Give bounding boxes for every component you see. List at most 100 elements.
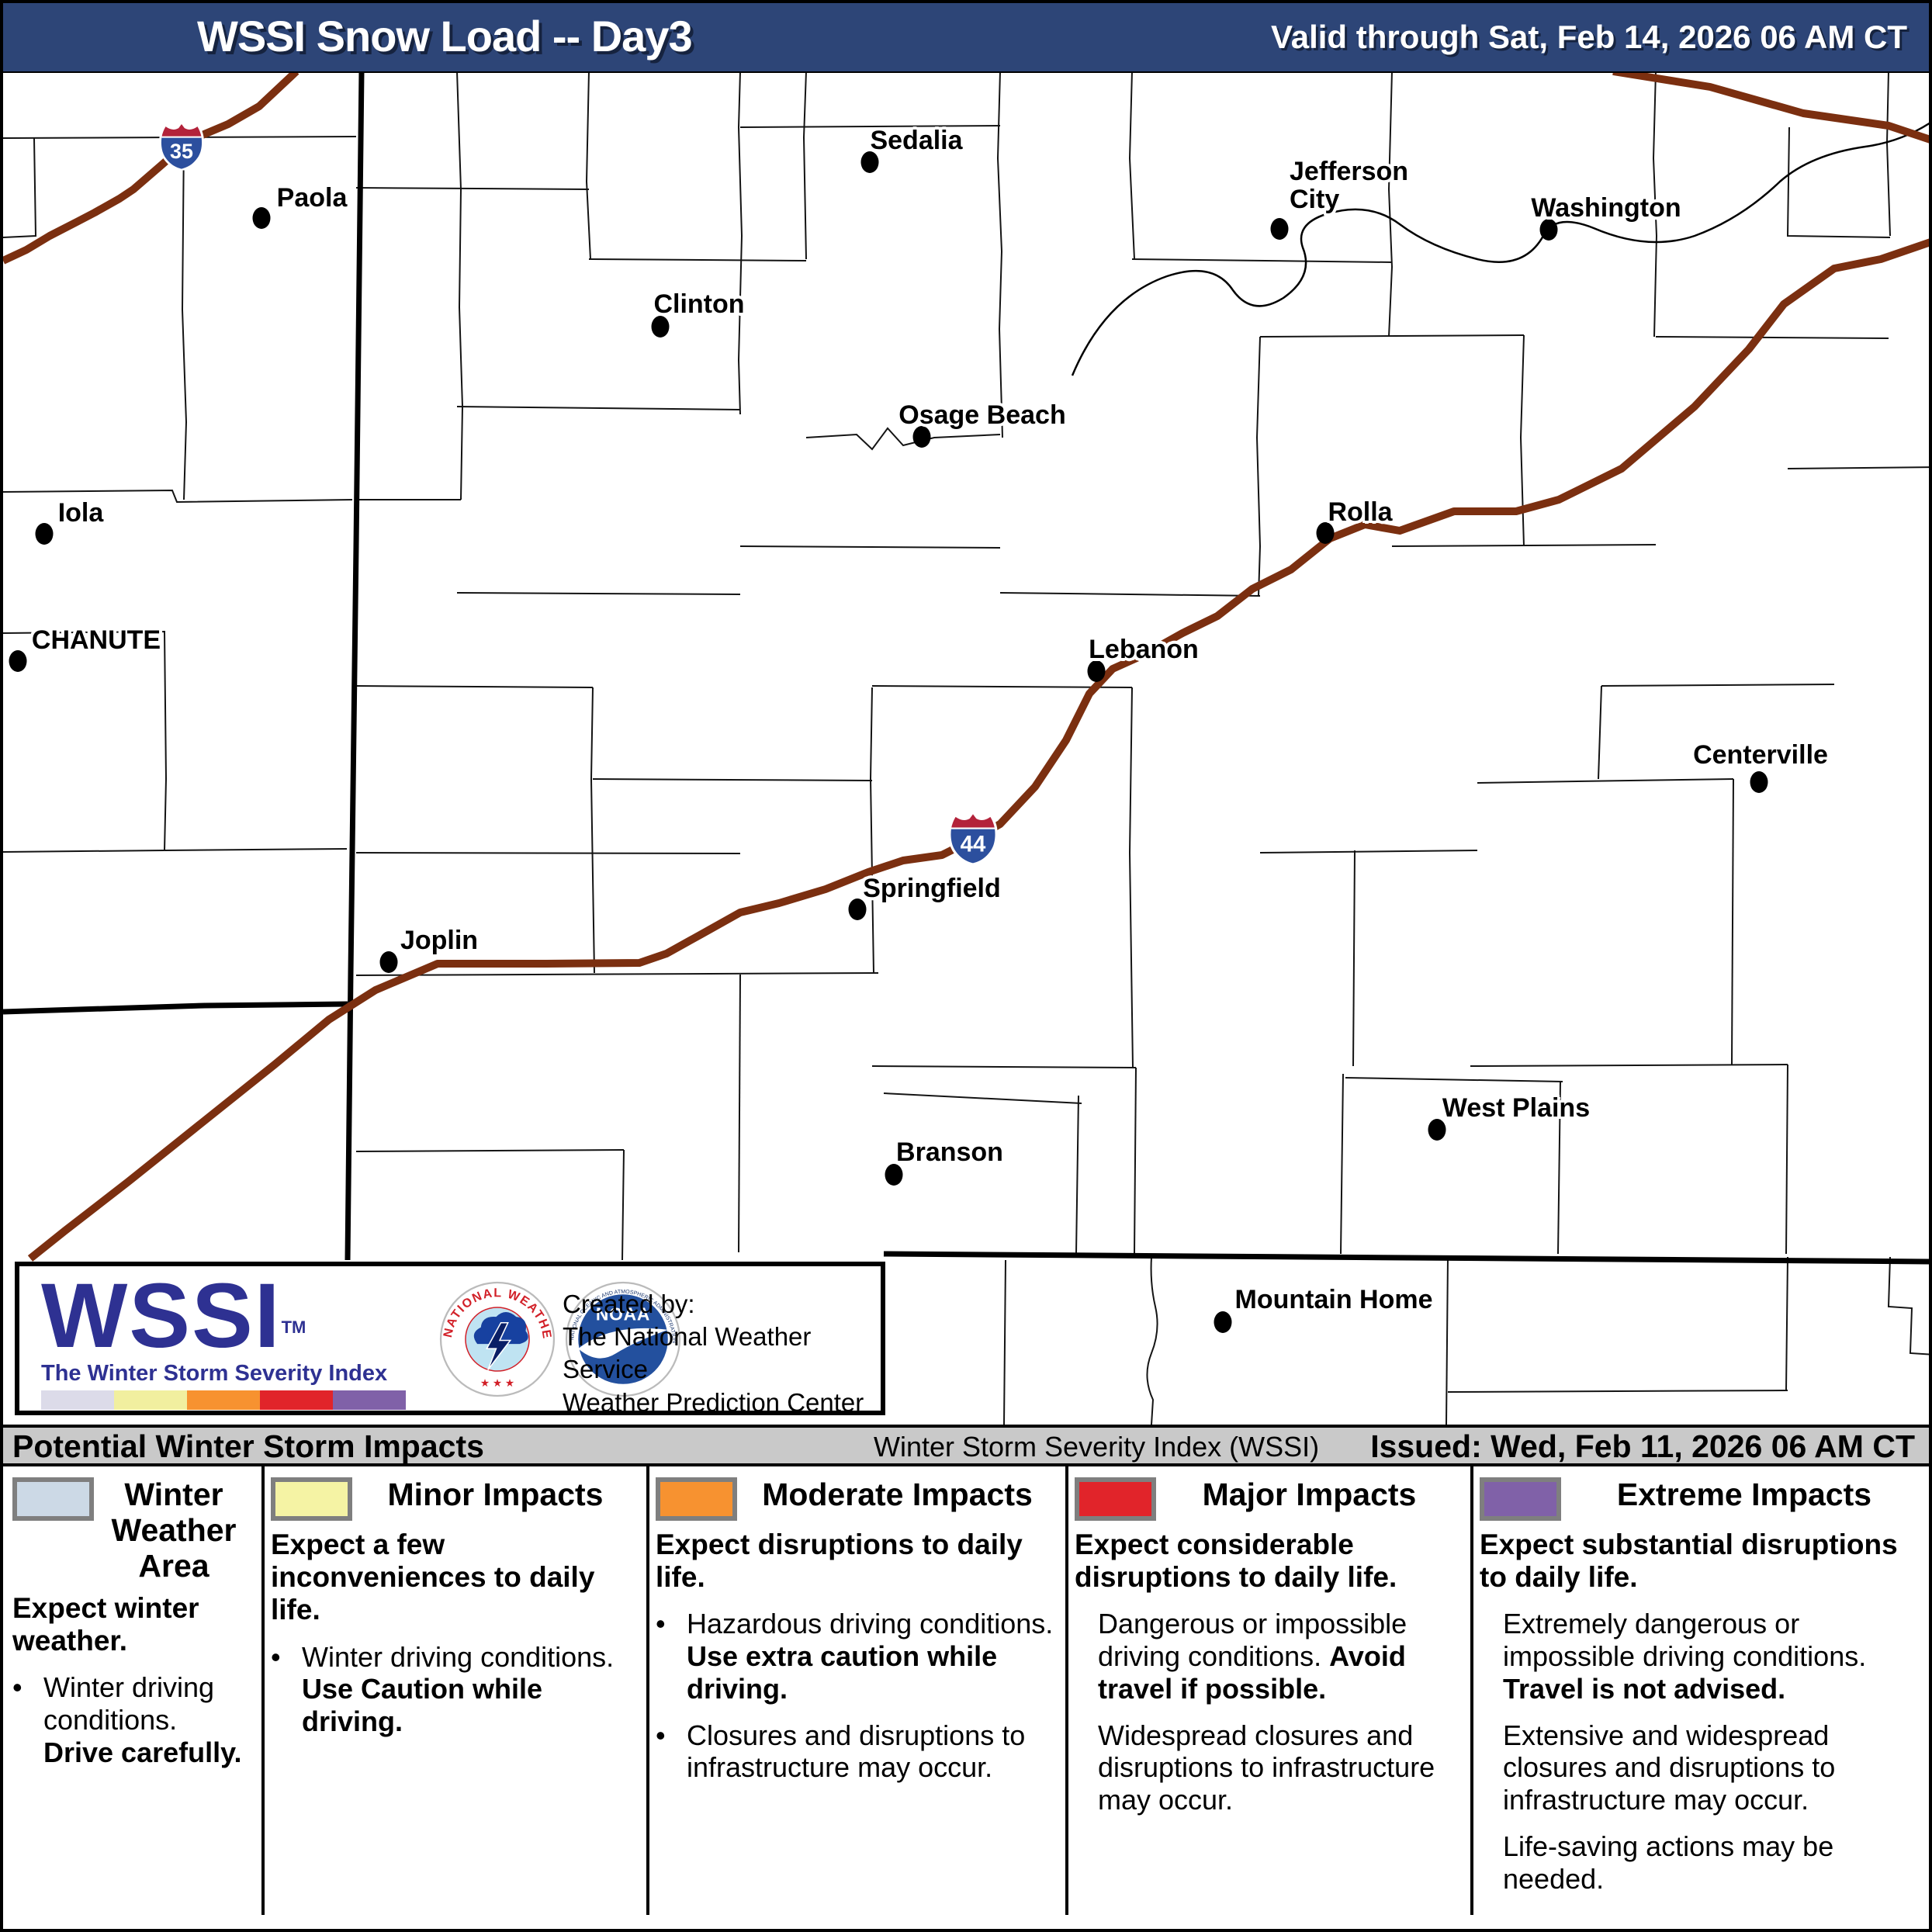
issued-label: Issued: Wed, Feb 11, 2026 06 AM CT (1370, 1428, 1915, 1464)
city-label: CHANUTE (31, 625, 161, 656)
city-label: Springfield (863, 874, 1001, 904)
city-dot (1270, 218, 1289, 240)
city-label: Washington (1531, 193, 1681, 223)
legend-intro: Expect considerable disruptions to daily… (1075, 1529, 1397, 1594)
city-label: Joplin (400, 926, 479, 956)
city-label: Mountain Home (1234, 1285, 1433, 1315)
city-dot (1539, 219, 1558, 241)
legend-item: Life-saving actions may be needed. (1480, 1830, 1927, 1896)
city-dot (848, 898, 867, 920)
map-linework (3, 68, 1929, 1425)
city-dot (860, 151, 879, 173)
indent-spacer (1480, 1719, 1503, 1816)
legend-item-text: Extremely dangerous or impossible drivin… (1503, 1608, 1867, 1705)
city-dot (1316, 522, 1335, 544)
legend-column-moderate-impacts: Moderate Impacts Expect disruptions to da… (646, 1466, 1065, 1929)
nws-logo-icon: NATIONAL WEATHER SERVICE ★ ★ ★ (438, 1280, 556, 1397)
city-dot (379, 951, 398, 973)
legend-item-text: Winter driving conditions. Drive careful… (43, 1671, 242, 1768)
legend-intro: Expect a few inconveniences to daily lif… (271, 1529, 595, 1626)
i70-highway (1612, 68, 1929, 144)
legend-column-winter-weather-area: Winter Weather Area Expect winter weather… (3, 1466, 261, 1929)
city-label: Lebanon (1089, 635, 1199, 665)
legend-item-text: Life-saving actions may be needed. (1503, 1830, 1834, 1895)
wssi-severity-strip (41, 1390, 406, 1410)
bullet-icon: • (656, 1608, 666, 1640)
legend-divider (261, 1466, 265, 1915)
legend-item: • Hazardous driving conditions. Use extra… (656, 1608, 1058, 1705)
impact-title-bar: Potential Winter Storm Impacts Winter St… (3, 1425, 1929, 1466)
impact-legend: Winter Weather Area Expect winter weather… (3, 1466, 1929, 1929)
legend-item-text: Closures and disruptions to infrastructu… (687, 1719, 1026, 1784)
map: Paola Sedalia Jefferson City Washington Clin… (3, 3, 1929, 1929)
city-dot (651, 316, 670, 338)
i44-highway (27, 238, 1929, 1262)
legend-item-text: Winter driving conditions. Use Caution w… (302, 1640, 615, 1738)
wssi-strip-swatch (114, 1390, 187, 1410)
wssi-strip-swatch (333, 1390, 406, 1410)
logo-box: WSSITM The Winter Storm Severity Index N… (15, 1262, 885, 1417)
city-label: Iola (57, 498, 104, 528)
indent-spacer (1075, 1608, 1098, 1705)
svg-text:NOAA: NOAA (596, 1304, 650, 1324)
city-dot (912, 426, 931, 448)
city-dot (35, 523, 54, 545)
i35-highway (3, 68, 299, 265)
indent-spacer (1480, 1830, 1503, 1896)
bullet-icon: • (271, 1640, 281, 1673)
header-bar: WSSI Snow Load -- Day3 Valid through Sat… (3, 3, 1929, 73)
county-lines (3, 71, 1929, 1425)
legend-column-major-impacts: Major Impacts Expect considerable disrupt… (1065, 1466, 1470, 1929)
state-borders (3, 71, 1929, 1265)
trademark-label: TM (281, 1317, 306, 1337)
legend-item-text: Extensive and widespread closures and di… (1503, 1719, 1836, 1816)
legend-swatch (656, 1477, 737, 1521)
valid-through-label: Valid through Sat, Feb 14, 2026 06 AM CT (1271, 19, 1907, 55)
svg-text:44: 44 (961, 832, 986, 857)
legend-item: • Winter driving conditions. Use Caution … (271, 1641, 639, 1738)
legend-title: Winter Weather Area (111, 1477, 237, 1584)
interstate-highways (3, 68, 1929, 1262)
legend-title: Minor Impacts (387, 1477, 604, 1512)
interstate-35-shield: 35 (157, 120, 206, 175)
wssi-strip-swatch (260, 1390, 333, 1410)
city-dot (9, 650, 27, 672)
city-dot (885, 1164, 903, 1186)
city-dot (1750, 771, 1768, 793)
bullet-icon: • (12, 1671, 23, 1704)
city-label: Centerville (1693, 740, 1828, 770)
svg-text:★ ★ ★: ★ ★ ★ (480, 1377, 514, 1389)
bullet-icon: • (656, 1719, 666, 1751)
legend-title: Extreme Impacts (1616, 1477, 1872, 1512)
indent-spacer (1480, 1608, 1503, 1705)
missouri-river (1071, 122, 1929, 376)
legend-divider (1470, 1466, 1473, 1915)
wssi-logo: WSSITM (41, 1265, 306, 1367)
city-label: Jefferson City (1290, 157, 1409, 214)
interstate-44-shield: 44 (946, 810, 1000, 869)
legend-item-text: Widespread closures and disruptions to i… (1098, 1719, 1435, 1816)
impact-bar-middle-label: Winter Storm Severity Index (WSSI) (874, 1431, 1320, 1463)
legend-column-extreme-impacts: Extreme Impacts Expect substantial disrup… (1470, 1466, 1929, 1929)
impact-bar-left-label: Potential Winter Storm Impacts (12, 1428, 484, 1464)
city-label: West Plains (1442, 1093, 1591, 1124)
legend-item: Dangerous or impossible driving conditio… (1075, 1608, 1463, 1705)
legend-item: Extremely dangerous or impossible drivin… (1480, 1608, 1927, 1705)
city-label: Sedalia (870, 126, 963, 156)
created-by-text: Created by: The National Weather Service… (563, 1290, 864, 1417)
legend-item: • Winter driving conditions. Drive carefu… (12, 1671, 254, 1768)
city-label: Rolla (1328, 497, 1393, 528)
city-label: Osage Beach (898, 400, 1066, 431)
city-dot (1428, 1119, 1446, 1141)
legend-swatch (271, 1477, 352, 1521)
indent-spacer (1075, 1719, 1098, 1816)
legend-item: • Closures and disruptions to infrastruct… (656, 1719, 1058, 1785)
city-label: Branson (896, 1137, 1003, 1168)
city-dot (1087, 660, 1106, 682)
city-label: Clinton (653, 289, 745, 320)
noaa-logo-icon: NATIONAL OCEANIC AND ATMOSPHERIC ADMINIS… (565, 1281, 681, 1397)
svg-text:35: 35 (170, 140, 193, 163)
legend-title: Moderate Impacts (762, 1477, 1033, 1512)
legend-swatch (1075, 1477, 1156, 1521)
